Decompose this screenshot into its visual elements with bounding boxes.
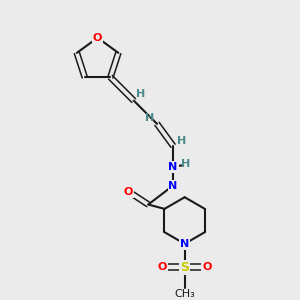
Text: N: N	[168, 181, 178, 190]
Text: H: H	[177, 136, 186, 146]
Text: O: O	[93, 33, 102, 43]
Text: CH₃: CH₃	[174, 289, 195, 299]
Text: O: O	[158, 262, 167, 272]
Text: O: O	[124, 187, 133, 197]
Text: N: N	[168, 162, 178, 172]
Text: S: S	[180, 261, 189, 274]
Text: N: N	[180, 239, 189, 249]
Text: H: H	[136, 89, 145, 99]
Text: H: H	[181, 159, 190, 169]
Text: H: H	[145, 113, 154, 123]
Text: O: O	[202, 262, 212, 272]
